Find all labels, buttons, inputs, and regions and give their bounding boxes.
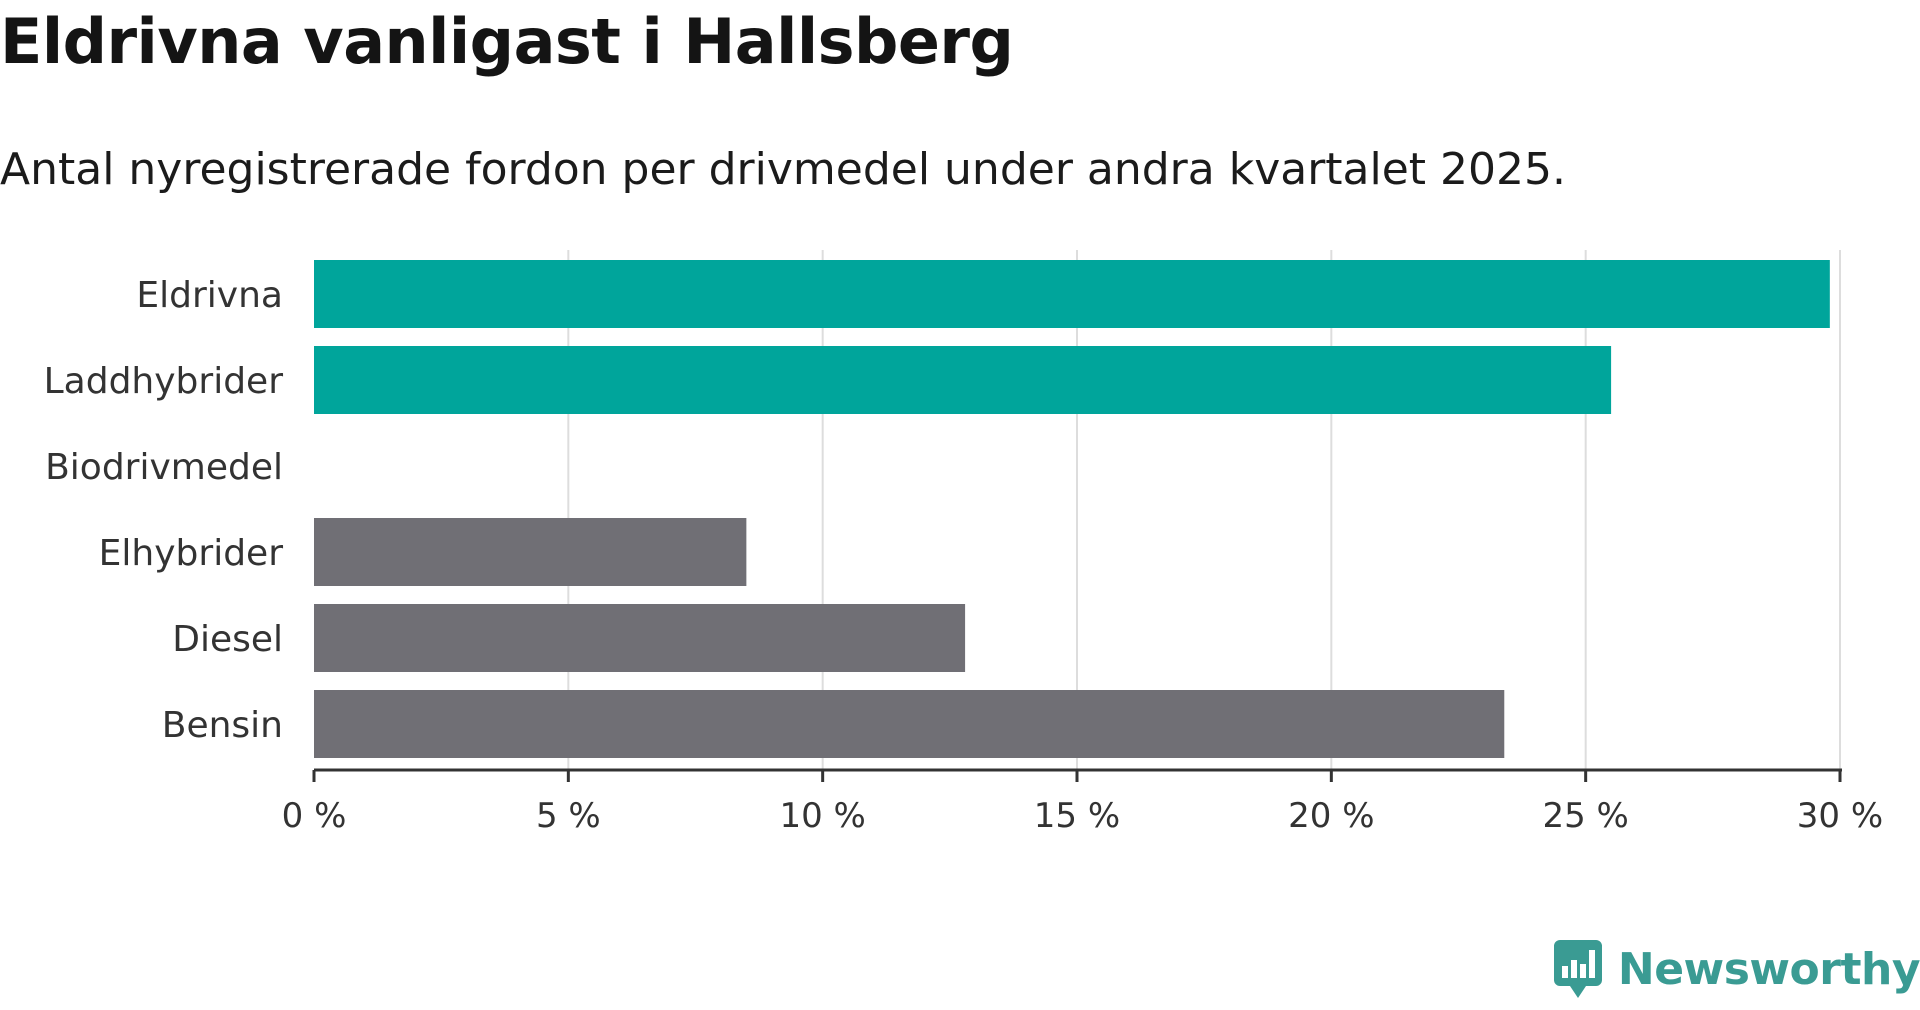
x-tick-label: 15 %	[1034, 796, 1120, 836]
category-label: Eldrivna	[136, 275, 283, 316]
bar	[314, 518, 747, 586]
x-tick-label: 25 %	[1542, 796, 1628, 836]
bar	[314, 260, 1830, 328]
category-label: Diesel	[172, 619, 283, 660]
bar	[314, 690, 1505, 758]
x-tick-label: 10 %	[779, 796, 865, 836]
x-tick-label: 0 %	[282, 796, 347, 836]
chart-subtitle: Antal nyregistrerade fordon per drivmede…	[0, 144, 1566, 195]
newsworthy-logo-icon	[1553, 940, 1602, 998]
x-axis: 0 % 5 % 10 % 15 % 20 % 25 % 30 %	[282, 768, 1883, 836]
category-label: Elhybrider	[99, 533, 284, 574]
gridlines	[567, 250, 1841, 770]
category-label: Bensin	[162, 705, 283, 746]
chart-title: Eldrivna vanligast i Hallsberg	[0, 5, 1014, 78]
x-tick-label: 30 %	[1797, 796, 1883, 836]
category-label: Laddhybrider	[44, 361, 284, 402]
brand: Newsworthy	[1553, 934, 1920, 1010]
bar	[314, 346, 1612, 414]
category-label: Biodrivmedel	[45, 447, 283, 488]
category-labels: Eldrivna Laddhybrider Biodrivmedel Elhybrid…	[44, 275, 284, 746]
bar	[314, 604, 966, 672]
brand-name: Newsworthy	[1617, 943, 1920, 995]
x-tick-label: 20 %	[1288, 796, 1374, 836]
bars	[314, 260, 1830, 758]
x-tick-label: 5 %	[536, 796, 601, 836]
